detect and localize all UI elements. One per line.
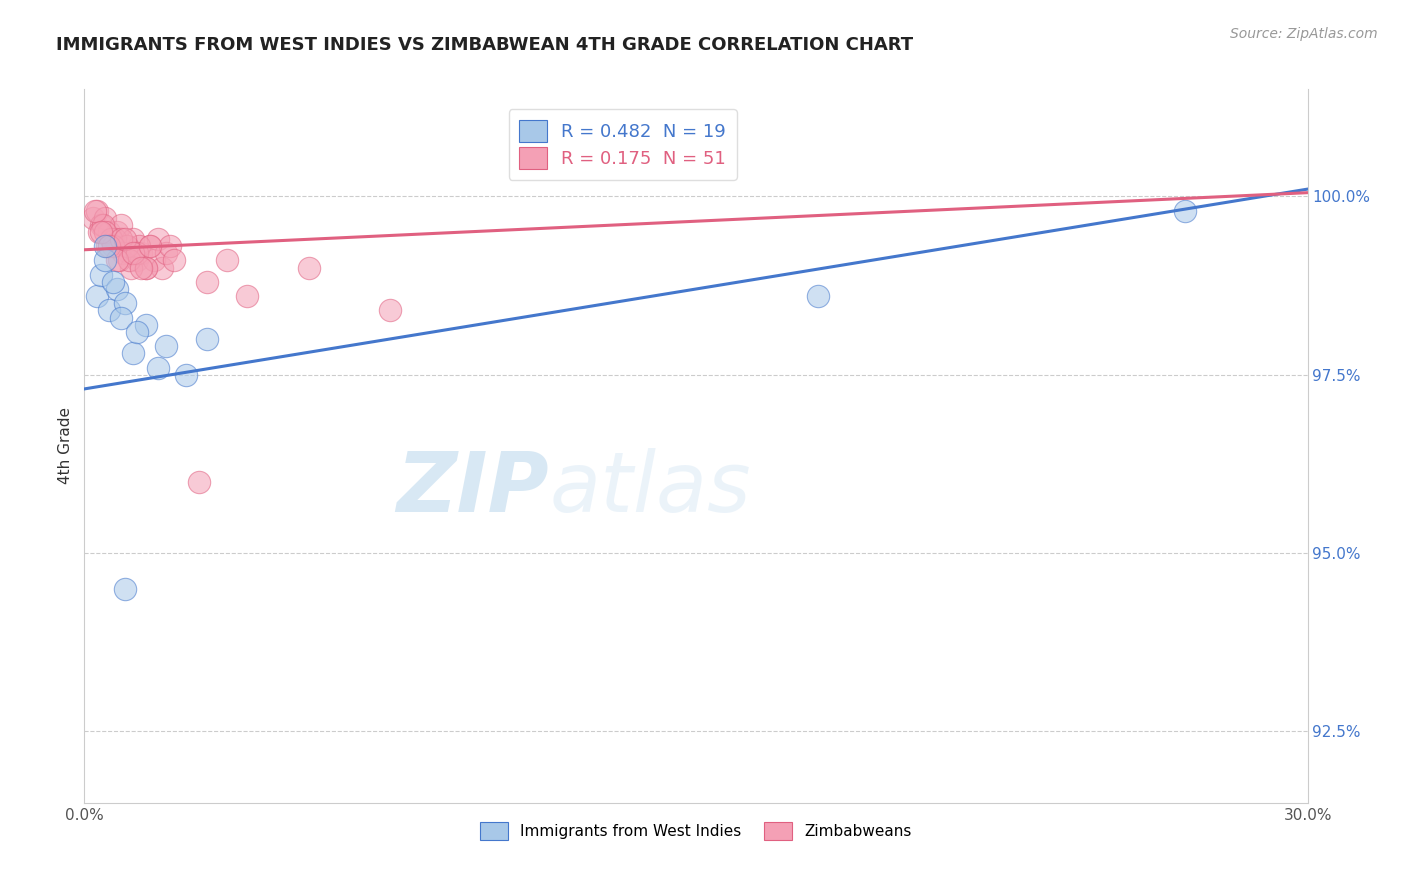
Point (100, 232, 122, 246)
Point (298, 260, 321, 275)
Legend: Immigrants from West Indies, Zimbabweans: Immigrants from West Indies, Zimbabweans (471, 813, 921, 848)
Point (93, 211, 115, 225)
Point (131, 260, 153, 275)
Y-axis label: 4th Grade: 4th Grade (58, 408, 73, 484)
Point (187, 475, 209, 489)
Point (174, 368, 197, 382)
Point (110, 310, 132, 325)
Point (236, 289, 259, 303)
Point (114, 582, 136, 596)
Point (120, 260, 142, 275)
Point (101, 232, 124, 246)
Point (127, 253, 149, 268)
Point (90, 225, 112, 239)
Point (150, 260, 173, 275)
Point (217, 253, 239, 268)
Point (195, 332, 218, 346)
Point (114, 239, 136, 253)
Point (105, 253, 128, 268)
Point (91, 218, 114, 232)
Point (138, 239, 160, 253)
Point (122, 232, 145, 246)
Point (135, 318, 157, 332)
Point (1174, 203, 1197, 218)
Point (93, 253, 115, 268)
Text: ZIP: ZIP (396, 449, 550, 529)
Point (159, 239, 181, 253)
Point (87, 225, 110, 239)
Point (131, 246, 153, 260)
Text: Source: ZipAtlas.com: Source: ZipAtlas.com (1230, 27, 1378, 41)
Point (380, 303, 402, 318)
Point (118, 253, 141, 268)
Point (108, 253, 131, 268)
Point (105, 282, 128, 296)
Point (110, 232, 132, 246)
Point (155, 246, 177, 260)
Point (86, 203, 108, 218)
Point (97, 225, 120, 239)
Point (93, 239, 115, 253)
Point (104, 232, 127, 246)
Point (135, 260, 157, 275)
Point (82, 211, 104, 225)
Point (127, 246, 149, 260)
Point (138, 239, 160, 253)
Point (86, 289, 108, 303)
Text: atlas: atlas (550, 449, 751, 529)
Point (90, 218, 112, 232)
Point (114, 232, 136, 246)
Point (163, 253, 186, 268)
Point (118, 246, 141, 260)
Point (142, 253, 165, 268)
Point (128, 239, 150, 253)
Point (110, 218, 132, 232)
Point (127, 325, 149, 339)
Point (83, 203, 105, 218)
Point (93, 225, 115, 239)
Point (105, 225, 128, 239)
Point (96, 239, 118, 253)
Point (97, 303, 120, 318)
Text: IMMIGRANTS FROM WEST INDIES VS ZIMBABWEAN 4TH GRADE CORRELATION CHART: IMMIGRANTS FROM WEST INDIES VS ZIMBABWEA… (56, 36, 914, 54)
Point (101, 275, 124, 289)
Point (122, 346, 145, 360)
Point (135, 260, 157, 275)
Point (146, 232, 169, 246)
Point (115, 239, 138, 253)
Point (90, 268, 112, 282)
Point (146, 360, 169, 375)
Point (112, 246, 135, 260)
Point (155, 339, 177, 353)
Point (195, 275, 218, 289)
Point (97, 239, 120, 253)
Point (101, 239, 124, 253)
Point (114, 296, 136, 310)
Point (122, 246, 145, 260)
Point (807, 289, 830, 303)
